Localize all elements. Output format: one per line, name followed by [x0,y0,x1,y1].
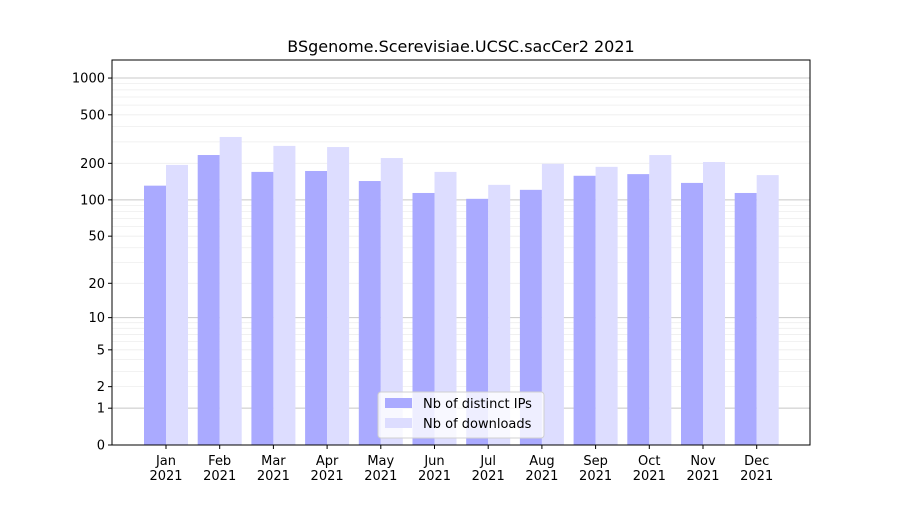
bar-downloads [756,175,779,445]
x-tick-label: May [367,454,394,469]
plot-frame [111,59,811,446]
x-tick-label: 2021 [203,469,236,484]
bar-ips [197,155,220,445]
x-tick-label: Aug [529,454,554,469]
bar-ips [519,189,542,445]
bar-downloads [166,164,188,445]
x-tick-label: 2021 [149,469,182,484]
bar-downloads [273,145,296,446]
x-tick-label: 2021 [579,469,612,484]
y-tick-label: 5 [97,343,105,358]
x-tick-label: 2021 [257,469,290,484]
y-tick-label: 10 [88,311,105,326]
y-tick-label: 100 [80,193,105,208]
x-tick-label: 2021 [311,469,344,484]
y-tick-label: 0 [97,439,105,454]
x-tick-label: 2021 [686,469,719,484]
y-tick-label: 2 [97,380,105,395]
bar-downloads [434,171,457,445]
bar-ips [412,192,435,445]
bar-ips [573,175,596,445]
x-tick-label: 2021 [633,469,666,484]
x-tick-label: Oct [638,454,660,469]
x-tick-label: Feb [208,454,231,469]
bar-downloads [595,166,618,446]
y-tick-label: 500 [80,108,105,123]
bar-downloads [541,163,564,445]
x-tick-label: Dec [744,454,769,469]
x-tick-label: 2021 [418,469,451,484]
bar-ips [681,182,703,445]
bar-downloads [380,158,403,446]
legend-swatch [385,418,412,428]
x-tick-label: Sep [583,454,608,469]
y-tick-label: 20 [88,277,105,292]
x-tick-label: Apr [316,454,339,469]
bar-ips [358,181,381,445]
legend-box [377,391,545,439]
bar-downloads [488,184,511,445]
bar-downloads [703,162,725,445]
x-tick-label: 2021 [740,469,773,484]
chart-title: BSgenome.Scerevisiae.UCSC.sacCer2 2021 [287,37,634,56]
y-tick-label: 1000 [72,72,105,87]
bar-downloads [649,155,672,445]
bar-ips [305,170,328,445]
legend-swatch [385,398,412,408]
x-tick-label: Jul [479,454,496,469]
legend-label: Nb of downloads [423,417,532,432]
bar-ips [627,174,650,445]
x-tick-label: Jun [423,454,444,469]
bar-ips [734,192,757,445]
y-tick-label: 1 [97,402,105,417]
x-tick-label: 2021 [472,469,505,484]
bar-downloads [327,147,350,445]
x-tick-label: 2021 [525,469,558,484]
bar-downloads [219,136,242,445]
y-tick-label: 200 [80,157,105,172]
x-tick-label: Jan [155,454,176,469]
y-tick-label: 50 [88,230,105,245]
legend-label: Nb of distinct IPs [423,397,532,412]
bar-ips [251,171,274,445]
x-tick-label: Mar [261,454,286,469]
bar-ips [144,185,166,445]
x-tick-label: 2021 [364,469,397,484]
x-tick-label: Nov [690,454,716,469]
bar-ips [466,198,489,445]
legend: Nb of distinct IPs Nb of downloads [377,391,545,439]
